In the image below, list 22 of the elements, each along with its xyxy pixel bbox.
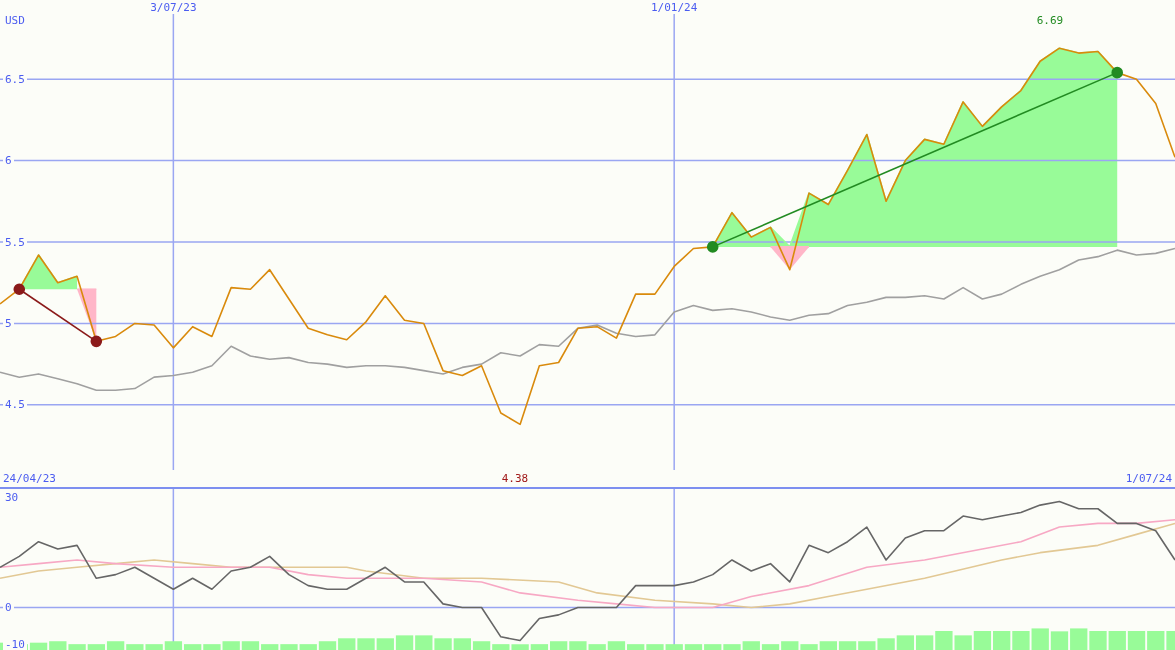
- y-tick-label: 0: [3, 601, 14, 615]
- text: 24/04/23: [3, 472, 56, 485]
- text: 4.38: [500, 472, 530, 485]
- x-tick-label: 3/07/23: [150, 1, 197, 14]
- y-tick-label: 6.5: [3, 72, 27, 86]
- text: 1/07/24: [1125, 472, 1172, 485]
- point: [1111, 66, 1124, 79]
- point: [706, 241, 719, 253]
- y-axis-title: USD: [5, 14, 25, 27]
- y-tick-label: 5.5: [3, 235, 27, 249]
- line-series: [0, 247, 1175, 391]
- y-tick-label: 6: [3, 154, 14, 168]
- annotation: 6.69: [1035, 14, 1065, 27]
- x-tick-label: 1/01/24: [651, 1, 698, 14]
- point: [13, 283, 26, 296]
- line-series: [0, 500, 1175, 642]
- line-series: [0, 47, 1175, 426]
- y-tick-label: 4.5: [3, 398, 27, 412]
- y-tick-label: 5: [3, 316, 14, 330]
- y-tick-label: 30: [3, 491, 21, 505]
- point: [90, 335, 103, 348]
- y-tick-label: -10: [3, 637, 27, 650]
